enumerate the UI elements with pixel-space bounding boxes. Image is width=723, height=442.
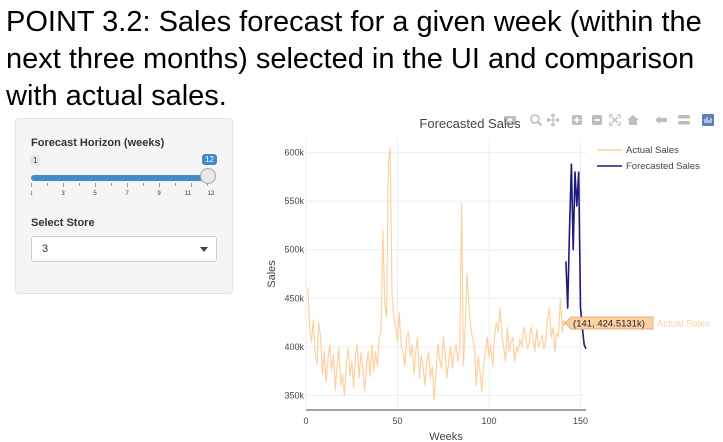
slider-handle[interactable] (200, 168, 216, 184)
slider-track[interactable] (31, 175, 207, 181)
y-tick-label: 350k (284, 390, 304, 400)
slider-tick-label: 11 (185, 191, 192, 197)
y-tick-label: 400k (284, 342, 304, 352)
y-tick-label: 450k (284, 293, 304, 303)
forecast-chart: 350k 400k 450k 500k 550k 600k 0 50 100 150 Forecas… (266, 113, 714, 440)
actual-sales-line (307, 147, 565, 401)
forecasted-sales-line (565, 163, 587, 350)
pan-icon[interactable] (546, 113, 560, 127)
hover-point (561, 320, 567, 326)
reset-axes-icon[interactable] (627, 115, 639, 125)
slider-tick-label: 7 (125, 191, 129, 197)
camera-icon[interactable] (504, 116, 516, 125)
zoom-icon[interactable] (530, 114, 543, 127)
hover-tooltip-series: Actual Sales (657, 319, 710, 330)
y-tick-label: 600k (284, 148, 304, 158)
store-select-value: 3 (42, 243, 49, 255)
forecast-horizon-label: Forecast Horizon (weeks) (31, 137, 165, 149)
slider-tick-label: 9 (157, 191, 161, 197)
x-tick-label: 100 (481, 416, 496, 426)
legend-item[interactable]: Forecasted Sales (626, 161, 700, 172)
select-store-label: Select Store (31, 217, 95, 229)
slider-value-label: 12 (202, 154, 217, 165)
hover-closest-icon[interactable] (678, 115, 690, 125)
hover-compare-icon[interactable] (702, 114, 714, 126)
y-tick-label: 500k (284, 245, 304, 255)
x-tick-label: 50 (392, 416, 402, 426)
page-headline: POINT 3.2: Sales forecast for a given we… (6, 6, 702, 112)
slider-tick-label: 1 (31, 191, 33, 197)
hover-tooltip-box (564, 316, 654, 330)
zoom-in-icon[interactable] (572, 115, 582, 125)
spike-lines-icon[interactable] (655, 116, 667, 124)
x-axis-label: Weeks (429, 431, 463, 440)
legend-item[interactable]: Actual Sales (626, 145, 679, 156)
hover-tooltip-text: (141, 424.5131k) (573, 319, 645, 330)
autoscale-icon[interactable] (609, 114, 621, 126)
slider-tick-label: 12 (208, 191, 215, 197)
slider-ticks: 1 3 5 7 9 11 12 (31, 183, 215, 197)
y-tick-label: 550k (284, 196, 304, 206)
zoom-out-icon[interactable] (592, 115, 602, 125)
slider-tick-label: 5 (93, 191, 97, 197)
y-axis-label: Sales (266, 260, 278, 288)
chevron-down-icon (200, 247, 208, 252)
store-select[interactable]: 3 (31, 236, 217, 262)
x-tick-label: 0 (303, 416, 308, 426)
sidebar-panel: Forecast Horizon (weeks) 1 12 135791112 … (15, 118, 233, 294)
chart-title: Forecasted Sales (419, 116, 521, 131)
x-tick-label: 150 (573, 416, 588, 426)
slider-tick-label: 3 (61, 191, 65, 197)
slider-min-label: 1 (30, 155, 41, 166)
